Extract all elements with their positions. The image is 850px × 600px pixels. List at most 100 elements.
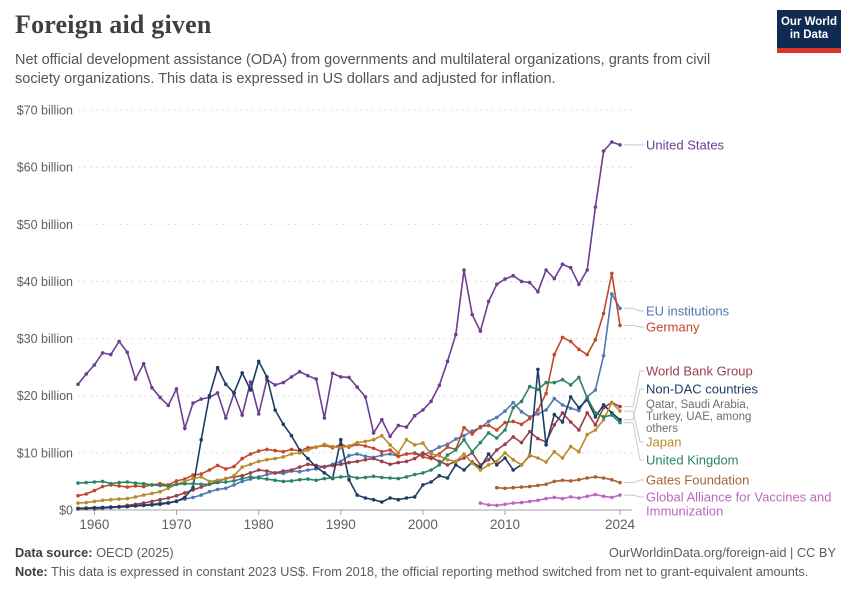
- x-axis-label: 2000: [408, 517, 438, 532]
- marker-united-states: [150, 385, 154, 390]
- marker-united-states: [462, 268, 466, 272]
- marker-japan: [133, 495, 138, 499]
- marker-gates-foundation: [552, 479, 557, 484]
- marker-germany: [618, 323, 622, 328]
- marker-eu-institutions: [265, 472, 269, 477]
- marker-eu-institutions: [454, 437, 458, 441]
- series-label-non-dac-countries[interactable]: Non-DAC countries: [646, 382, 758, 397]
- chart-area[interactable]: $0 $10 billion $20 billion $30 billion $40 b…: [0, 96, 850, 540]
- chart-canvas[interactable]: $0 $10 billion $20 billion $30 billion $40 b…: [0, 96, 850, 540]
- marker-world-bank-group: [429, 455, 433, 460]
- x-axis-label: 1960: [79, 517, 109, 532]
- marker-japan: [552, 449, 557, 454]
- marker-united-kingdom: [158, 483, 162, 488]
- marker-united-kingdom: [396, 476, 401, 481]
- marker-united-kingdom: [412, 472, 417, 477]
- marker-germany: [273, 448, 277, 453]
- marker-united-states: [618, 143, 622, 147]
- y-grid: $0 $10 billion $20 billion $30 billion $40 b…: [17, 104, 632, 518]
- marker-japan: [256, 459, 261, 464]
- marker-world-bank-group: [330, 463, 335, 468]
- marker-non-dac-countries: [174, 499, 179, 504]
- marker-united-states: [289, 375, 294, 379]
- marker-global-alliance-for-vaccines-and-immunization: [519, 500, 524, 505]
- marker-japan: [232, 473, 236, 478]
- marker-global-alliance-for-vaccines-and-immunization: [618, 493, 622, 497]
- marker-japan: [486, 463, 491, 467]
- marker-world-bank-group: [388, 462, 392, 467]
- y-axis-label: $60 billion: [17, 161, 73, 175]
- marker-germany: [281, 449, 286, 454]
- series-label-eu-institutions[interactable]: EU institutions: [646, 304, 730, 319]
- marker-united-states: [371, 431, 376, 435]
- marker-japan: [618, 409, 622, 413]
- y-axis-label: $70 billion: [17, 104, 73, 118]
- marker-world-bank-group: [404, 459, 409, 464]
- marker-united-kingdom: [100, 479, 105, 484]
- line-united-kingdom[interactable]: [77, 376, 621, 487]
- data-source-label: Data source:: [15, 545, 93, 560]
- marker-eu-institutions: [207, 489, 212, 494]
- y-axis-label: $50 billion: [17, 218, 73, 232]
- series-label-germany[interactable]: Germany: [646, 320, 700, 335]
- series-global-alliance-for-vaccines-and-immunization[interactable]: Global Alliance for Vaccines and Immuniza…: [478, 490, 832, 519]
- series-japan[interactable]: Japan: [76, 400, 681, 505]
- marker-eu-institutions: [618, 306, 622, 311]
- line-gates-foundation[interactable]: [496, 476, 621, 490]
- marker-world-bank-group: [445, 463, 450, 467]
- marker-germany: [199, 472, 203, 476]
- marker-united-states: [306, 373, 310, 378]
- marker-united-states: [495, 282, 499, 287]
- series-label-world-bank-group[interactable]: World Bank Group: [646, 364, 753, 379]
- marker-germany: [84, 492, 88, 496]
- marker-united-states: [314, 377, 319, 381]
- series-sublabel-non-dac-countries: Qatar, Saudi Arabia, Turkey, UAE, among ot…: [646, 399, 751, 435]
- marker-japan: [610, 400, 614, 405]
- marker-japan: [388, 443, 392, 447]
- series-united-states[interactable]: United States: [76, 138, 725, 439]
- marker-japan: [462, 452, 466, 456]
- marker-germany: [412, 451, 417, 456]
- series-gates-foundation[interactable]: Gates Foundation: [495, 473, 749, 491]
- chart-subtitle: Net official development assistance (ODA…: [15, 52, 711, 87]
- marker-germany: [462, 425, 466, 430]
- marker-united-states: [437, 383, 442, 388]
- marker-japan: [297, 451, 302, 455]
- marker-united-kingdom: [281, 479, 286, 484]
- marker-non-dac-countries: [560, 420, 565, 424]
- marker-japan: [141, 493, 146, 497]
- marker-united-kingdom: [92, 480, 97, 484]
- series-label-global-alliance-for-vaccines-and-immunization[interactable]: Global Alliance for Vaccines and Immuniza…: [646, 490, 831, 519]
- marker-united-kingdom: [166, 484, 171, 488]
- marker-united-kingdom: [478, 440, 483, 445]
- marker-united-kingdom: [388, 476, 392, 480]
- marker-eu-institutions: [462, 433, 466, 438]
- marker-united-states: [396, 423, 401, 428]
- owid-logo[interactable]: Our World in Data: [777, 10, 841, 53]
- owid-link[interactable]: OurWorldinData.org/foreign-aid | CC BY: [608, 545, 836, 560]
- marker-non-dac-countries: [215, 365, 220, 370]
- marker-world-bank-group: [289, 468, 294, 472]
- marker-gates-foundation: [511, 485, 515, 490]
- marker-world-bank-group: [585, 411, 589, 415]
- marker-united-states: [240, 413, 244, 417]
- marker-world-bank-group: [240, 473, 244, 478]
- marker-united-kingdom: [76, 481, 80, 485]
- series-label-united-states[interactable]: United States: [646, 138, 725, 153]
- series-label-gates-foundation[interactable]: Gates Foundation: [646, 473, 749, 488]
- x-axis-label: 2024: [605, 517, 636, 532]
- marker-non-dac-countries: [396, 497, 401, 502]
- series-united-kingdom[interactable]: United Kingdom: [76, 375, 739, 488]
- marker-united-states: [125, 350, 130, 355]
- series-label-united-kingdom[interactable]: United Kingdom: [646, 453, 739, 468]
- line-united-states[interactable]: [77, 141, 621, 438]
- y-axis-label: $20 billion: [17, 389, 73, 403]
- marker-global-alliance-for-vaccines-and-immunization: [503, 502, 507, 507]
- marker-united-kingdom: [330, 476, 335, 480]
- line-global-alliance-for-vaccines-and-immunization[interactable]: [480, 493, 621, 507]
- label-connector-non-dac-countries: [624, 388, 644, 421]
- marker-eu-institutions: [191, 495, 195, 500]
- marker-world-bank-group: [437, 459, 442, 464]
- series-label-japan[interactable]: Japan: [646, 435, 681, 450]
